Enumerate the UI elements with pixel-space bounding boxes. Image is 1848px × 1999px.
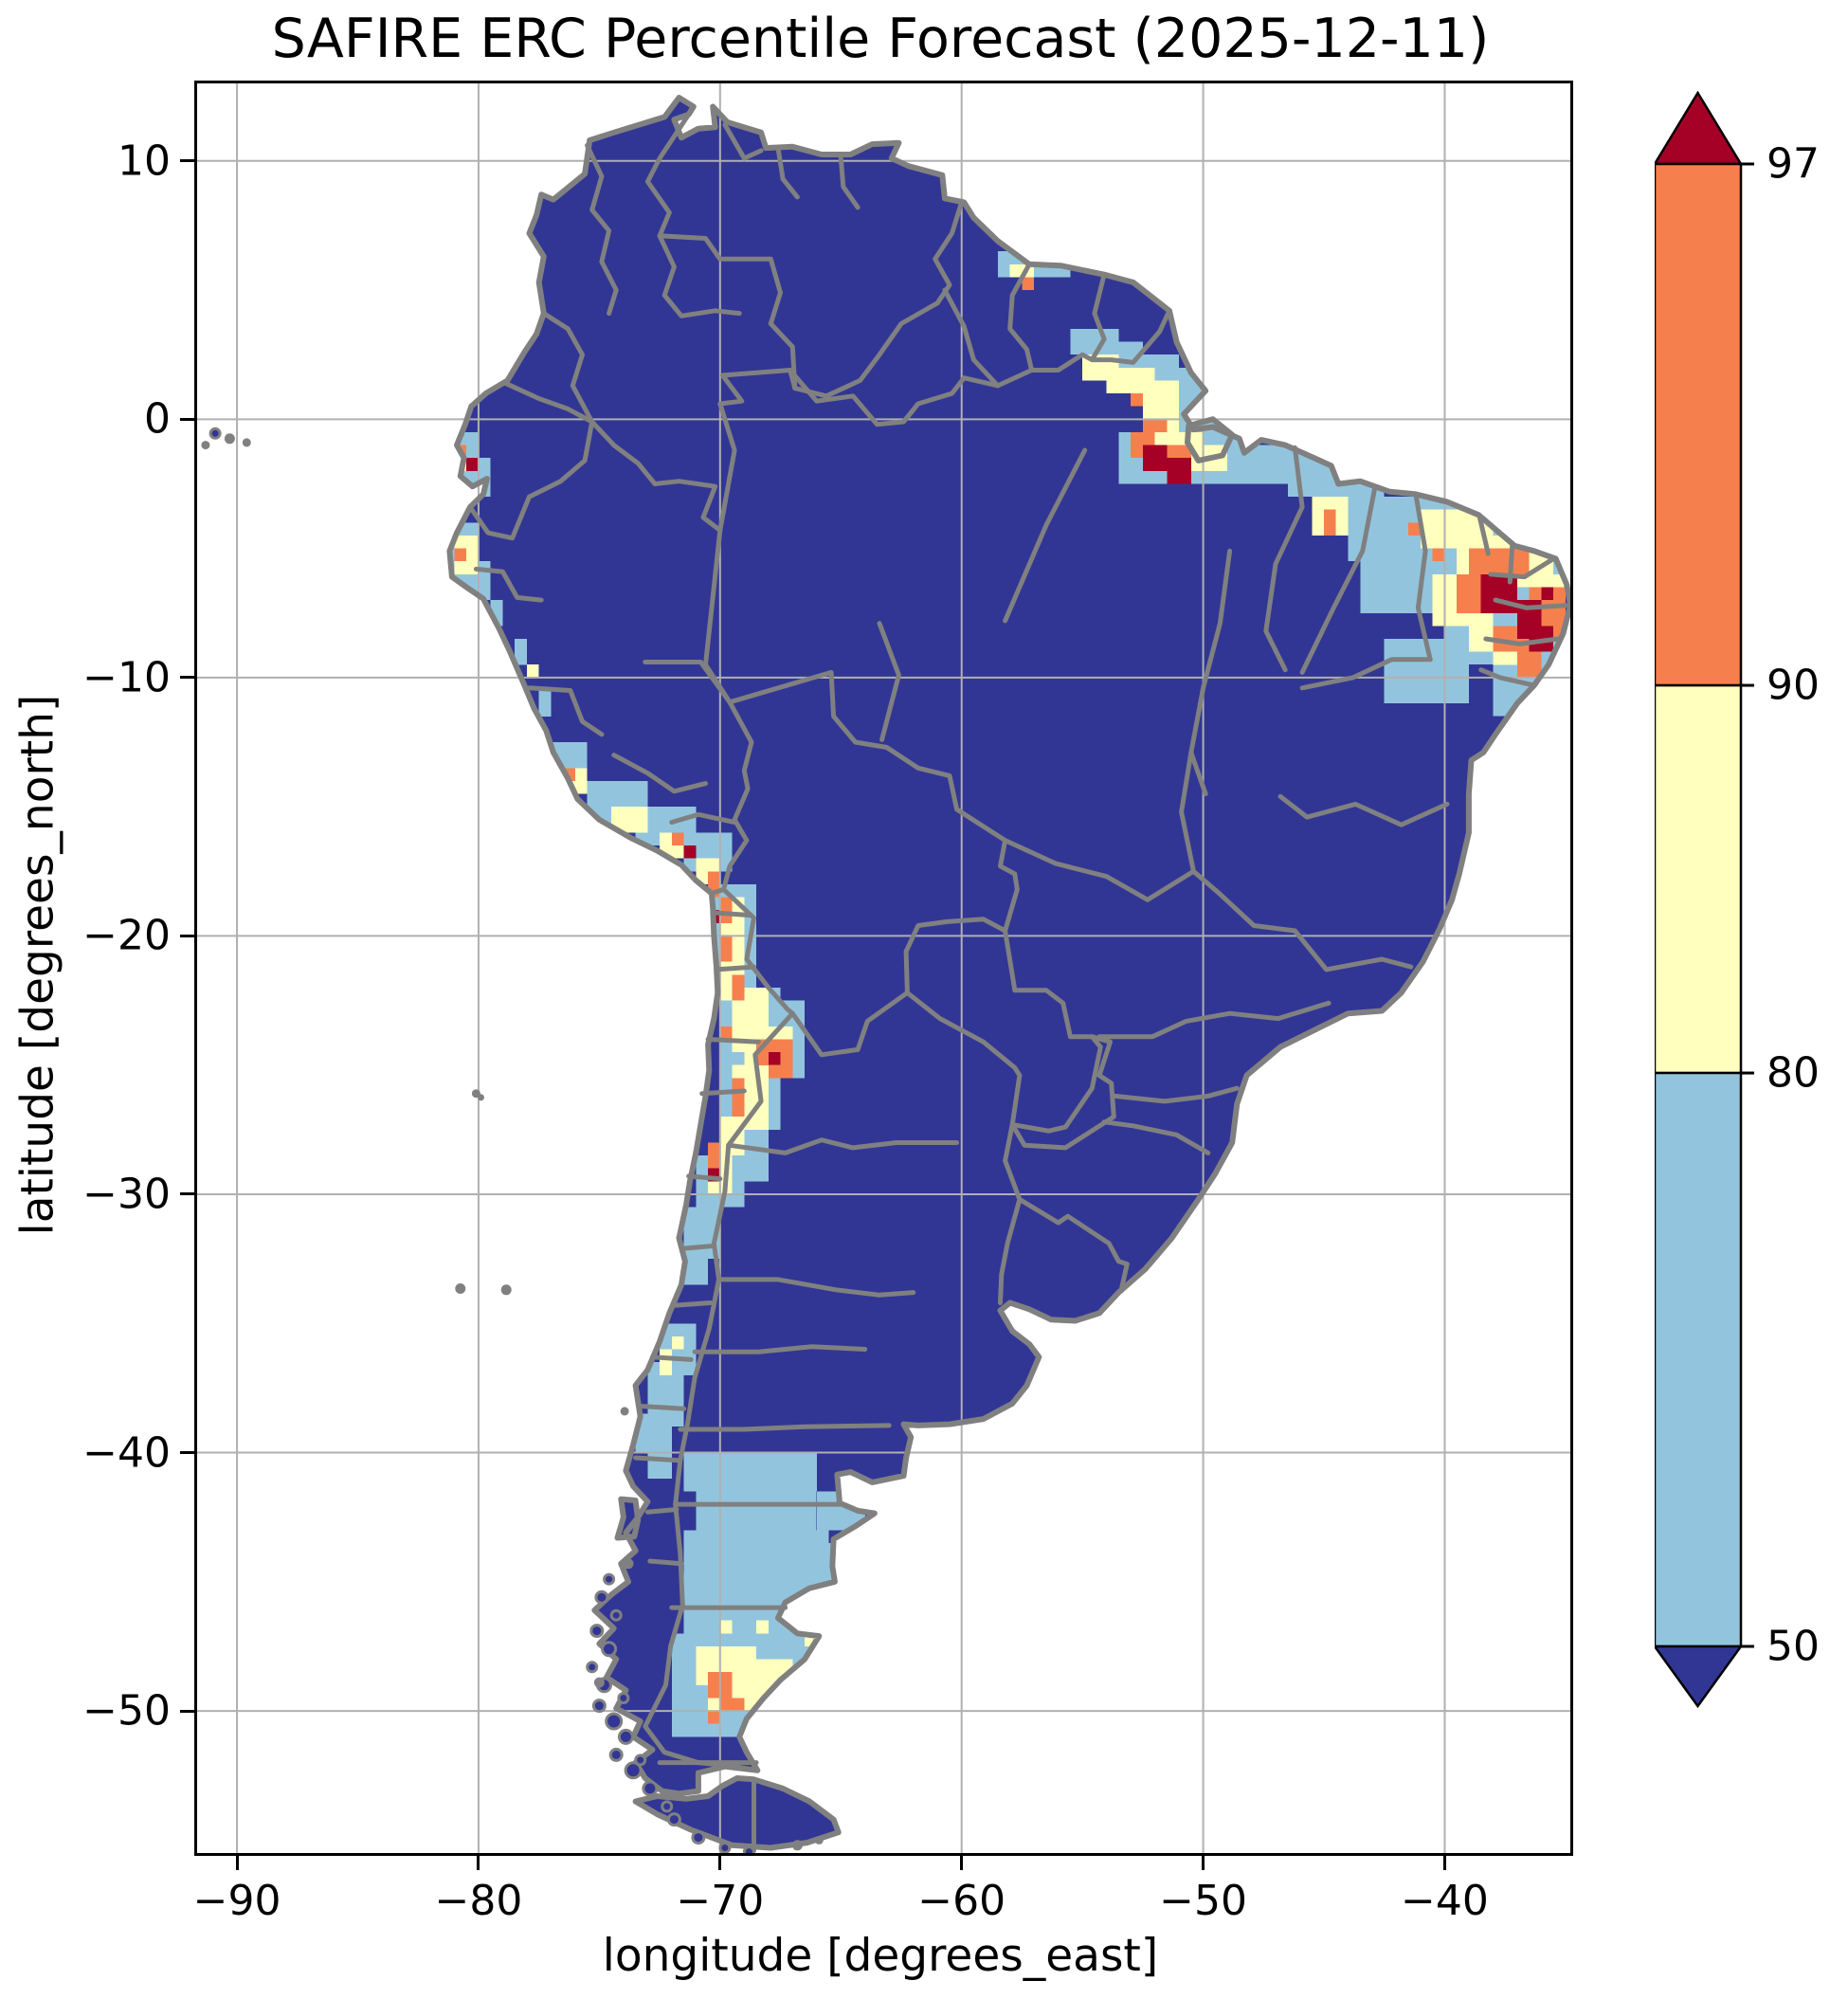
x-tick-label: −80 [434,1877,523,1925]
y-tick-label: −50 [82,1686,171,1735]
x-tick-mark [1442,1856,1446,1870]
x-tick-label: −50 [1159,1877,1248,1925]
colorbar-tick-label: 90 [1766,661,1820,710]
x-tick-mark [718,1856,722,1870]
y-tick-mark [180,159,194,163]
x-tick-mark [960,1856,964,1870]
x-tick-label: −90 [192,1877,281,1925]
x-tick-mark [235,1856,239,1870]
y-tick-label: −20 [82,911,171,960]
y-axis-label: latitude [degrees_north] [11,694,64,1236]
colorbar-under-arrow [1652,1645,1744,1709]
x-tick-label: −40 [1401,1877,1489,1925]
x-tick-mark [477,1856,480,1870]
x-tick-mark [1202,1856,1205,1870]
map-plot-area [194,81,1573,1856]
x-tick-label: −70 [676,1877,765,1925]
south-america-map [197,83,1570,1853]
y-tick-mark [180,1709,194,1713]
y-tick-label: −10 [82,653,171,702]
colorbar-svg [1652,90,1754,1709]
landmass-fill [449,98,1570,1794]
y-tick-mark [180,676,194,680]
colorbar [1652,90,1844,1712]
y-tick-mark [180,1192,194,1196]
y-tick-mark [180,1451,194,1455]
colorbar-tick-label: 97 [1766,139,1820,189]
y-tick-label: 10 [118,136,171,186]
x-tick-label: −60 [917,1877,1006,1925]
x-axis-label: longitude [degrees_east] [602,1930,1159,1982]
colorbar-tick-label: 80 [1766,1048,1820,1098]
chart-title: SAFIRE ERC Percentile Forecast (2025-12-… [271,8,1490,70]
admin-boundaries [201,95,1570,1853]
y-tick-mark [180,934,194,937]
colorbar-tick-label: 50 [1766,1622,1820,1671]
y-tick-label: 0 [144,394,171,444]
y-tick-mark [180,417,194,421]
y-tick-label: −30 [82,1170,171,1219]
colorbar-over-arrow [1652,90,1744,166]
y-tick-label: −40 [82,1428,171,1478]
